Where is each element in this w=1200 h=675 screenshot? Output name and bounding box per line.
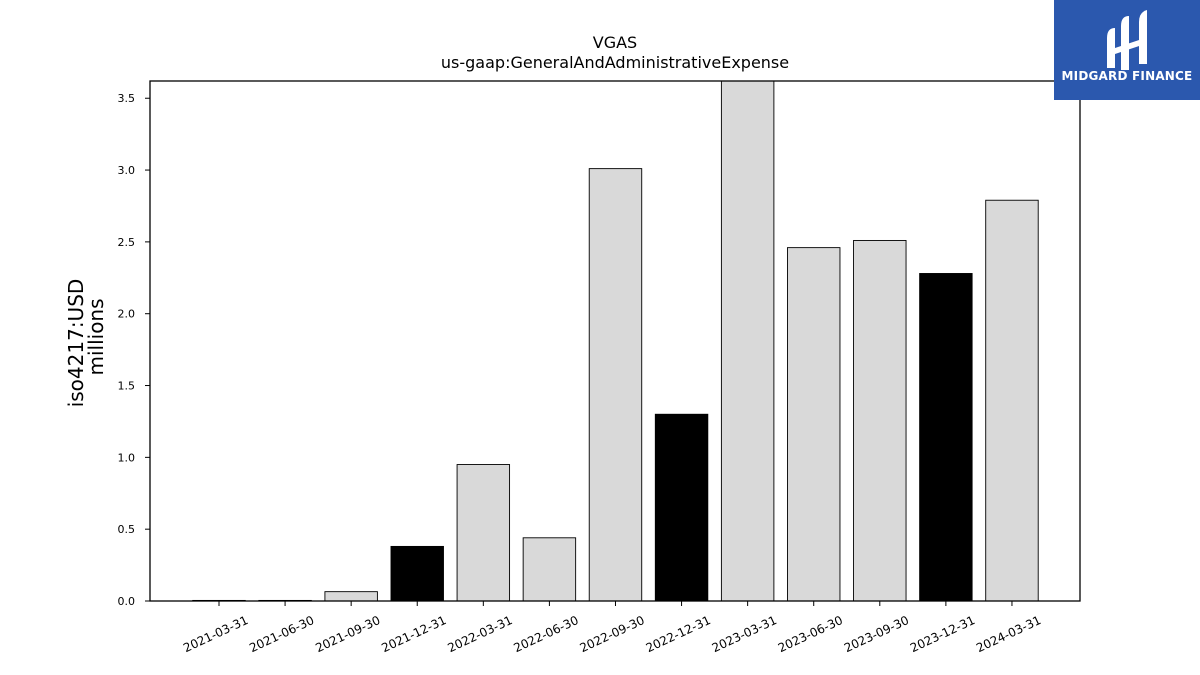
bar [522,537,577,602]
bar [919,273,973,602]
x-tick-label: 2021-03-31 [181,613,250,655]
x-tick-label: 2021-09-30 [313,613,382,655]
plot-frame [149,80,1081,602]
bar [456,464,511,602]
x-tick-label: 2022-03-31 [445,613,514,655]
chart-title: VGAS [593,33,637,52]
x-tick-label: 2021-06-30 [247,613,316,655]
y-axis-label-units: millions [84,298,108,375]
x-tick-label: 2022-09-30 [578,613,647,655]
y-tick-label: 1.5 [118,380,136,393]
chart-subtitle: us-gaap:GeneralAndAdministrativeExpense [441,53,789,72]
bar [787,247,841,602]
x-tick-label: 2023-09-30 [842,613,911,655]
y-tick-label: 3.5 [118,92,136,105]
x-tick-label: 2022-06-30 [512,613,581,655]
x-tick-label: 2023-03-31 [710,613,779,655]
bar [588,168,643,602]
y-tick-label: 2.0 [118,308,136,321]
x-tick-label: 2023-06-30 [776,613,845,655]
bar [654,413,709,602]
logo-text: MIDGARD FINANCE [1061,69,1193,83]
y-tick-label: 2.5 [118,236,136,249]
x-tick-label: 2024-03-31 [974,613,1043,655]
y-tick-label: 0.0 [118,595,136,608]
y-tick-label: 1.0 [118,451,136,464]
x-tick-label: 2022-12-31 [644,613,713,655]
y-axis-label: iso4217:USD [64,279,88,408]
x-tick-label: 2021-12-31 [379,613,448,655]
y-tick-label: 3.0 [118,164,136,177]
bar [324,591,378,602]
bar [720,80,775,602]
bar [390,545,444,602]
midgard-finance-logo: MIDGARD FINANCE [1054,0,1200,100]
bar [853,239,907,602]
y-tick-label: 0.5 [118,523,136,536]
bars-group [192,80,1039,602]
midgard-logo-mark-icon [1107,10,1147,70]
x-axis: 2021-03-312021-06-302021-09-302021-12-31… [181,601,1043,655]
x-tick-label: 2023-12-31 [908,613,977,655]
bar [985,199,1039,602]
y-axis: 0.0 0.5 1.0 1.5 2.0 2.5 3.0 3.5 [118,92,150,608]
